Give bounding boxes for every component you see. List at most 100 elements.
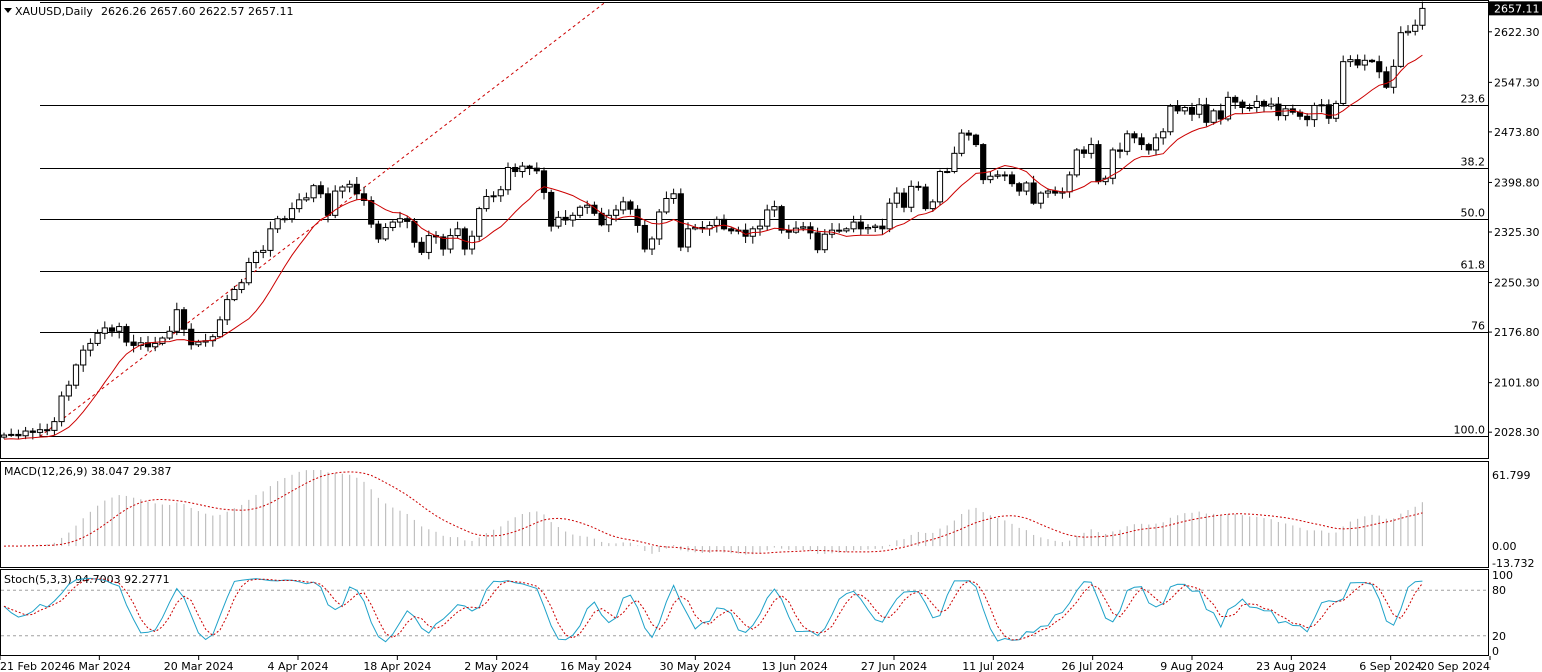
candle-body (1124, 133, 1131, 152)
candle (36, 423, 44, 437)
candle (944, 167, 951, 174)
candle (1361, 54, 1368, 71)
candle (180, 306, 188, 336)
candle-body (1347, 59, 1354, 63)
candle (87, 338, 94, 357)
candle (483, 189, 490, 212)
chevron-down-icon[interactable] (4, 8, 12, 13)
candle (490, 191, 497, 203)
stoch-axis-label: 0 (1492, 645, 1499, 658)
candle (1088, 137, 1095, 159)
candle (929, 199, 936, 212)
candle (756, 219, 764, 236)
candle-body (620, 201, 627, 211)
candle (915, 181, 922, 191)
macd-axis-label: 61.799 (1492, 469, 1531, 482)
candle (1368, 58, 1376, 64)
candle-body (756, 225, 764, 230)
candle-body (1232, 96, 1239, 103)
candle (1095, 140, 1102, 185)
candle-body (303, 197, 310, 201)
candle-body (1174, 105, 1181, 112)
candle-body (22, 430, 29, 437)
candle-body (540, 170, 548, 193)
candle (173, 302, 180, 336)
time-axis-label: 4 Apr 2024 (267, 660, 328, 672)
candle (1080, 146, 1088, 158)
candle-body (324, 193, 332, 216)
candle-body (260, 249, 267, 253)
candle (1376, 55, 1383, 79)
candle (1160, 128, 1167, 145)
candle-body (1368, 59, 1376, 63)
candle (720, 214, 728, 231)
candle (252, 250, 260, 269)
candle-body (440, 236, 447, 250)
candle-body (1404, 30, 1412, 34)
candle-body (548, 191, 555, 227)
fib-level-label: 38.2 (1461, 156, 1486, 169)
candle (274, 215, 281, 233)
candle-body (569, 214, 576, 221)
candle-body (368, 200, 375, 225)
candle (396, 211, 404, 228)
candle (1232, 95, 1239, 109)
candle-body (1188, 106, 1196, 115)
candle (22, 426, 29, 440)
candle (339, 185, 346, 199)
candle-body (108, 327, 116, 332)
candle (346, 180, 353, 193)
fibonacci-retracement[interactable]: 0.0 23.6 38.2 50.0 61.8 76 100.0 (39, 0, 1488, 437)
price-panel[interactable] (0, 0, 1489, 459)
price-axis-label: 2398.80 (1494, 176, 1540, 189)
candle (72, 363, 80, 389)
time-axis: 21 Feb 2024 6 Mar 2024 20 Mar 2024 4 Apr 20… (0, 656, 1491, 672)
candle (288, 202, 296, 223)
candle (166, 326, 173, 340)
candle-body (1217, 110, 1224, 120)
time-axis-label: 2 May 2024 (464, 660, 529, 672)
candle (864, 224, 872, 235)
candle-body (72, 364, 80, 386)
candle-body (677, 193, 684, 248)
time-axis-label: 11 Jul 2024 (962, 660, 1024, 672)
candle-body (166, 330, 173, 339)
candle-body (332, 190, 339, 216)
candle (1138, 133, 1145, 151)
fib-level-label: 61.8 (1461, 259, 1486, 272)
candle (1016, 181, 1023, 196)
candle (260, 245, 267, 259)
price-axis: 2622.30 2547.30 2473.80 2398.80 2325.30 2250.… (1488, 1, 1542, 439)
stoch-panel[interactable] (0, 569, 1489, 656)
candle-body (8, 433, 15, 436)
candle (238, 278, 245, 294)
candle-body (360, 193, 368, 202)
candle-body (44, 429, 51, 432)
candle (1347, 55, 1354, 67)
candle-body (296, 199, 303, 210)
candle-body (346, 183, 353, 188)
time-axis-label: 18 Apr 2024 (363, 660, 431, 672)
candle-body (274, 218, 281, 230)
candle (576, 205, 584, 219)
candle-body (389, 221, 396, 228)
candle-body (936, 171, 944, 203)
stoch-axis-label: 100 (1492, 569, 1513, 582)
candle-body (1210, 110, 1217, 123)
candle (980, 143, 987, 185)
candle (648, 236, 656, 256)
candle (1073, 148, 1080, 178)
price-axis-label: 2028.30 (1494, 426, 1540, 439)
candle (540, 167, 548, 200)
candle (1109, 147, 1116, 185)
candle (1037, 191, 1044, 209)
candle-body (864, 226, 872, 230)
candle (987, 171, 994, 184)
candle (310, 183, 317, 203)
candle (454, 221, 461, 239)
candle (224, 294, 231, 325)
candle-body (800, 226, 807, 229)
candle (627, 199, 634, 215)
macd-panel[interactable] (0, 461, 1489, 568)
candle (1275, 97, 1282, 121)
